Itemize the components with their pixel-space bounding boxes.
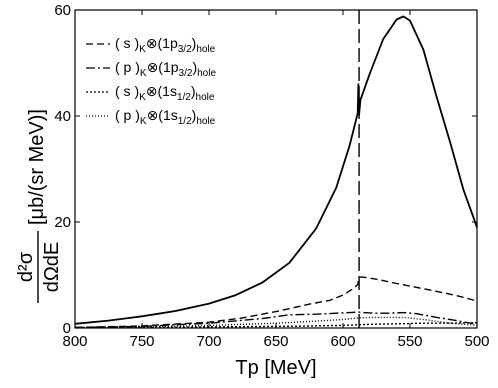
series-line-p-1s	[74, 316, 478, 329]
legend-item: ( s )K⊗(1p3/2)hole	[86, 35, 216, 55]
x-tick-label: 550	[397, 333, 422, 350]
series-line-s-1s	[74, 322, 478, 329]
legend: ( s )K⊗(1p3/2)hole ( p )K⊗(1p3/2)hole ( s …	[86, 35, 216, 127]
x-tick-label: 800	[62, 333, 87, 350]
y-tick-label: 20	[54, 214, 71, 231]
axes-layer: 800 750 700 650 600 550 500 0 20 40 60	[54, 2, 489, 350]
x-axis-title: Tp [MeV]	[235, 357, 316, 379]
x-tick-label: 500	[464, 333, 489, 350]
y-axis-fraction-numerator: d²σ	[15, 251, 37, 282]
y-axis-title: d²σ dΩdE [μb/(sr MeV)]	[15, 109, 63, 303]
legend-label: ( s )K⊗(1p3/2)hole	[115, 35, 216, 55]
x-tick-label: 700	[196, 333, 221, 350]
x-tick-label: 750	[129, 333, 154, 350]
legend-item: ( p )K⊗(1s1/2)hole	[86, 107, 216, 127]
legend-label: ( s )K⊗(1s1/2)hole	[115, 83, 215, 103]
series-layer	[74, 10, 478, 329]
series-line-p-1p	[74, 311, 478, 329]
y-axis-unit: [μb/(sr MeV)]	[26, 109, 48, 225]
y-tick-label: 0	[63, 320, 71, 337]
x-tick-label: 650	[263, 333, 288, 350]
y-tick-label: 40	[54, 108, 71, 125]
legend-label: ( p )K⊗(1p3/2)hole	[115, 59, 216, 79]
series-line-s-1p	[74, 276, 478, 329]
y-axis-fraction-denominator: dΩdE	[41, 242, 63, 293]
x-tick-label: 600	[330, 333, 355, 350]
legend-item: ( p )K⊗(1p3/2)hole	[86, 59, 216, 79]
legend-label: ( p )K⊗(1s1/2)hole	[115, 107, 216, 127]
legend-item: ( s )K⊗(1s1/2)hole	[86, 83, 215, 103]
plot-frame	[74, 9, 478, 329]
y-tick-label: 60	[54, 2, 71, 19]
series-line-total	[74, 15, 478, 325]
